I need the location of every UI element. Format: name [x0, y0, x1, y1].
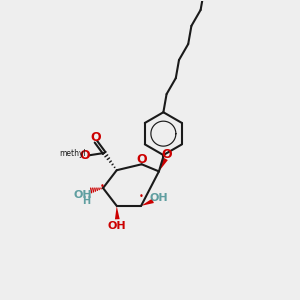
- Text: OH: OH: [150, 193, 168, 202]
- Text: O: O: [162, 148, 172, 161]
- Text: H: H: [82, 196, 90, 206]
- Text: OH: OH: [108, 221, 127, 231]
- Polygon shape: [159, 158, 168, 171]
- Text: O: O: [137, 153, 147, 166]
- Polygon shape: [141, 199, 154, 206]
- Text: •: •: [100, 182, 105, 191]
- Polygon shape: [115, 206, 120, 219]
- Text: •: •: [139, 192, 144, 201]
- Text: OH: OH: [74, 190, 92, 200]
- Text: O: O: [80, 149, 90, 162]
- Text: O: O: [91, 131, 101, 144]
- Text: methyl: methyl: [59, 149, 86, 158]
